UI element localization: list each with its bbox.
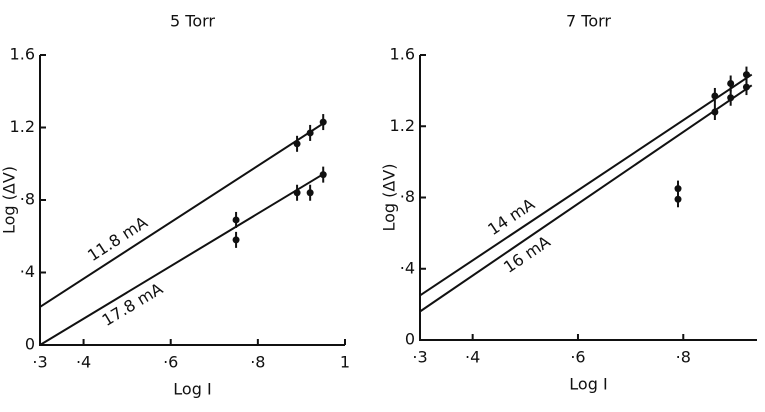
- y-tick-label: ·4: [20, 262, 35, 281]
- x-tick-label: ·4: [76, 353, 91, 372]
- y-tick-label: 0: [25, 335, 35, 354]
- y-tick-label: ·8: [400, 187, 415, 206]
- x-tick-label: ·8: [676, 348, 691, 367]
- chart-title: 7 Torr: [566, 12, 611, 31]
- x-tick-label: ·3: [412, 348, 427, 367]
- fit-line: [419, 73, 753, 297]
- series-label: 14 mA: [484, 194, 538, 239]
- x-tick-label: 1: [340, 353, 350, 372]
- x-axis-label: Log I: [173, 380, 211, 399]
- y-tick-label: ·4: [400, 258, 415, 277]
- x-tick-label: ·8: [250, 353, 265, 372]
- panel: 7 Torr Log I Log (ΔV) ·3 ·4 ·6 ·8 0 ·4 ·8 1.2 1.6 14…: [380, 12, 757, 394]
- x-tick-label: ·4: [465, 348, 480, 367]
- fit-line: [39, 171, 326, 346]
- x-tick-label: ·3: [32, 353, 47, 372]
- x-axis-label: Log I: [569, 375, 607, 394]
- y-axis-label: Log (ΔV): [380, 163, 399, 231]
- fit-line: [419, 84, 753, 313]
- y-axis-label: Log (ΔV): [0, 166, 19, 234]
- axes: [39, 55, 345, 346]
- y-tick-label: 1.2: [390, 116, 415, 135]
- y-tick-label: 1.2: [10, 117, 35, 136]
- y-tick-label: 0: [405, 330, 415, 349]
- y-tick-label: 1.6: [390, 45, 415, 64]
- fit-line: [39, 121, 326, 308]
- y-tick-label: ·8: [20, 190, 35, 209]
- x-tick-label: ·6: [163, 353, 178, 372]
- chart-title: 5 Torr: [170, 12, 215, 31]
- y-tick-label: 1.6: [10, 45, 35, 64]
- x-tick-label: ·6: [570, 348, 585, 367]
